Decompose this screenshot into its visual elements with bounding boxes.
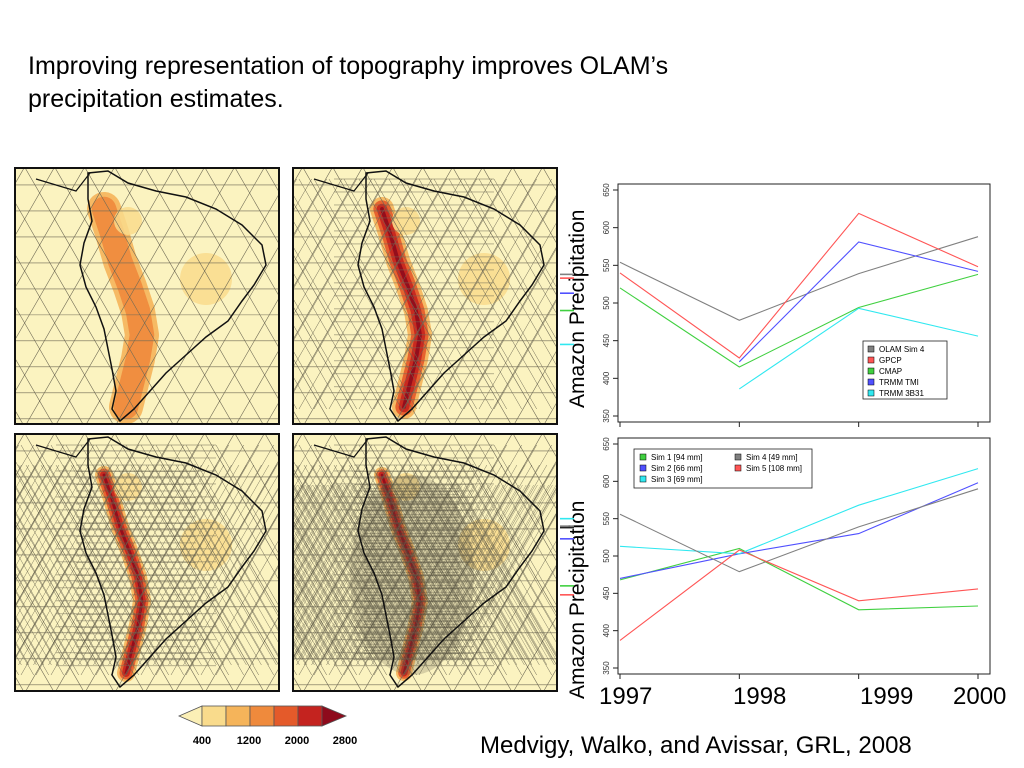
series-line [619,236,979,321]
legend-label: Sim 5 [108 mm] [746,464,802,473]
coastline [357,436,545,689]
series-line [619,549,979,641]
grid-mesh [294,169,556,423]
grid-mesh [16,169,278,423]
colorbar-cell [201,705,227,727]
coarse-grid-map [14,167,280,425]
precipitation-colorbar: 400 1200 2000 2800 [177,705,357,747]
bottom-line-chart: 350 400 450 500 550 600 650 Sim 1 [94 mm] Sim 2 … [560,437,991,679]
legend-swatch [639,464,647,472]
grid-mesh [16,444,278,676]
legend-swatch [639,475,647,483]
legend-label: OLAM Sim 4 [879,345,925,354]
y-tick-label: 400 [602,371,611,385]
x-tick-label: 1999 [860,683,914,710]
refined-grid-map-1 [292,167,558,425]
legend-label: Sim 1 [94 mm] [651,453,703,462]
refined-grid-map-2 [14,433,280,692]
grid-mesh [294,178,556,410]
colorbar-cell [273,705,299,727]
legend-swatch [867,345,875,353]
precipitation-charts: 350 400 450 500 550 600 650 OLAM Sim 4 GPCP CMAP T… [560,183,991,679]
x-tick-label: 1998 [733,683,787,710]
colorbar-left-arrow [177,705,203,727]
refined-grid-map-3 [292,433,558,692]
coastline [313,438,369,458]
y-tick-label: 550 [602,258,611,272]
precipitation-patch [458,253,510,305]
x-tick-label: 1997 [599,683,653,710]
x-tick-label: 2000 [953,683,1007,710]
y-tick-label: 550 [602,511,611,525]
series-line [619,488,979,573]
series-line [619,273,979,368]
colorbar-tick-label: 2000 [285,735,309,747]
top-line-chart: 350 400 450 500 550 600 650 OLAM Sim 4 GPCP CMAP T… [560,183,991,427]
y-tick-label: 650 [602,437,611,451]
precipitation-patch [392,473,420,501]
y-tick-label: 600 [602,474,611,488]
legend-swatch [734,453,742,461]
legend-swatch [867,356,875,364]
legend-swatch [639,453,647,461]
grid-mesh [16,464,278,666]
colorbar-tick-label: 2800 [333,735,357,747]
grid-mesh [294,484,556,661]
precipitation-patch [114,207,142,235]
colorbar-cell [297,705,323,727]
y-tick-label: 500 [602,296,611,310]
colorbar-tick-label: 400 [193,735,211,747]
colorbar-tick-label: 1200 [237,735,261,747]
legend-label: CMAP [879,367,902,376]
legend-swatch [867,367,875,375]
y-tick-label: 350 [602,661,611,675]
y-tick-label: 400 [602,623,611,637]
coastline [35,438,91,458]
legend-swatch [867,389,875,397]
legend-label: Sim 3 [69 mm] [651,475,703,484]
coastline [313,172,369,192]
legend-label: TRMM 3B31 [879,389,924,398]
series-line [738,241,979,363]
precipitation-patch [180,253,232,305]
legend-label: GPCP [879,356,902,365]
legend-label: Sim 4 [49 mm] [746,453,798,462]
series-line [738,307,979,390]
colorbar-right-arrow [321,705,348,727]
y-tick-label: 600 [602,220,611,234]
legend-label: TRMM TMI [879,378,919,387]
grid-mesh [294,444,556,676]
y-tick-label: 450 [602,333,611,347]
coastline [357,170,545,423]
y-tick-label: 450 [602,586,611,600]
precipitation-patch [114,473,142,501]
slide-title: Improving representation of topography i… [28,52,669,113]
coastline [35,172,91,192]
legend-swatch [867,378,875,386]
legend-label: Sim 2 [66 mm] [651,464,703,473]
y-tick-label: 650 [602,183,611,197]
y-tick-label: 500 [602,549,611,563]
precipitation-patch [392,207,420,235]
colorbar-cell [225,705,251,727]
legend-box [633,448,813,489]
precipitation-patch [180,519,232,571]
coastline [79,436,267,689]
colorbar-cell [249,705,275,727]
citation: Medvigy, Walko, and Avissar, GRL, 2008 [480,732,912,759]
series-line [619,212,979,359]
coastline [79,170,267,423]
series-line [619,468,979,555]
y-tick-label: 350 [602,409,611,423]
series-line [619,547,979,611]
legend-swatch [734,464,742,472]
legend-box [862,340,948,400]
